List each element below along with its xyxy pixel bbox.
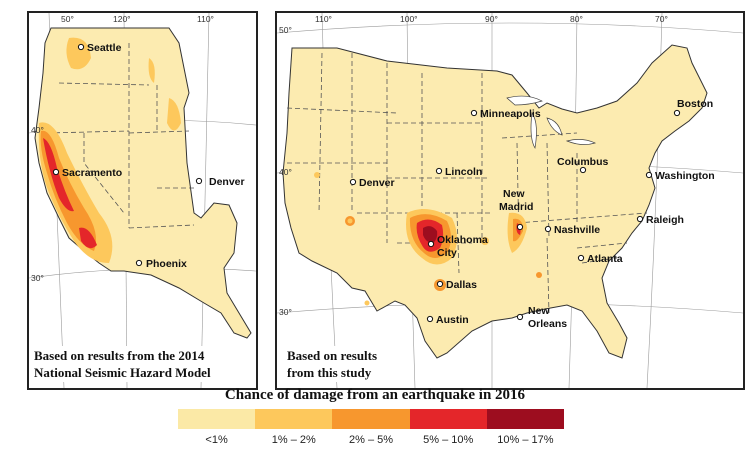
city-label-oklahoma-city: City [437,247,457,259]
lat-label-left-1: 40° [31,125,44,135]
city-marker-dallas [436,280,444,288]
city-label-nashville: Nashville [554,224,600,236]
lon-label-left-2: 120° [113,14,131,24]
city-marker-columbus [579,166,587,174]
lon-label-right-3: 90° [485,14,498,24]
legend-title: Chance of damage from an earthquake in 2… [224,387,526,403]
right-caption-line2: from this study [287,365,372,380]
legend-swatch-4 [409,409,487,429]
legend-swatch-2 [255,409,333,429]
city-marker-sacramento [52,168,60,176]
legend-color-bar [178,409,565,429]
city-marker-new-orleans [516,313,524,321]
left-caption-line2: National Seismic Hazard Model [34,365,211,380]
city-marker-denver-left [195,177,203,185]
lon-label-right-5: 70° [655,14,668,24]
left-caption-line1: Based on results from the 2014 [34,348,205,363]
left-map-caption: Based on results from the 2014 National … [32,346,213,382]
legend-label-4: 5% – 10% [423,434,474,446]
city-label-sacramento: Sacramento [62,167,122,179]
right-land [282,44,708,359]
city-label-washington: Washington [655,170,715,182]
right-map-caption: Based on results from this study [285,346,380,382]
right-map-svg: Minneapolis Boston Lincoln Columbus Denv… [277,13,743,388]
right-map-panel: Minneapolis Boston Lincoln Columbus Denv… [275,11,745,390]
city-marker-austin [426,315,434,323]
lat-label-right-2: 40° [279,167,292,177]
city-label-oklahoma: Oklahoma [437,234,488,246]
city-label-minneapolis: Minneapolis [480,108,541,120]
legend-swatch-3 [332,409,410,429]
legend-label-3: 2% – 5% [348,434,394,446]
lon-label-left-3: 110° [197,14,214,24]
left-state-borders [46,43,195,229]
lat-label-right-1: 50° [279,25,292,35]
city-marker-lincoln [435,167,443,175]
city-marker-minneapolis [470,109,478,117]
legend-labels: <1% 1% – 2% 2% – 5% 5% – 10% 10% – 17% [178,434,564,450]
right-caption-line1: Based on results [287,348,378,363]
left-land [34,27,252,339]
city-marker-oklahoma-city [427,240,435,248]
city-label-new-orleans-1: New [528,305,550,317]
left-map-panel: Seattle Sacramento Denver Phoenix 50° 12… [27,11,258,390]
city-label-dallas: Dallas [446,279,477,291]
right-city-markers [349,109,681,323]
left-map-svg: Seattle Sacramento Denver Phoenix 50° 12… [29,13,256,388]
right-hazard-zones [314,172,542,306]
city-marker-seattle [77,43,85,51]
city-label-columbus: Columbus [557,156,608,168]
right-state-borders [286,52,648,314]
legend-swatch-1 [178,409,256,429]
city-label-phoenix: Phoenix [146,258,187,270]
lon-label-left-1: 50° [61,14,74,24]
city-marker-phoenix [135,259,143,267]
lon-label-right-2: 100° [400,14,418,24]
city-marker-raleigh [636,215,644,223]
city-marker-nashville [544,225,552,233]
great-lakes [506,95,596,150]
city-marker-denver-right [349,178,357,186]
city-label-new-orleans-2: Orleans [528,318,567,330]
lon-label-right-1: 110° [315,14,332,24]
city-label-boston: Boston [677,98,713,110]
lat-label-right-3: 30° [279,307,292,317]
city-label-atlanta: Atlanta [587,253,623,265]
lat-label-left-2: 30° [31,273,44,283]
city-marker-new-madrid [516,223,524,231]
city-marker-washington [645,171,653,179]
city-label-new-madrid-2: Madrid [499,201,533,213]
city-label-lincoln: Lincoln [445,166,482,178]
legend-label-5: 10% – 17% [497,434,554,446]
legend-label-1: <1% [205,434,228,446]
city-label-new-madrid-1: New [503,188,525,200]
legend-label-2: 1% – 2% [271,434,316,446]
city-label-raleigh: Raleigh [646,214,684,226]
city-label-austin: Austin [436,314,469,326]
city-label-denver-right: Denver [359,177,395,189]
city-marker-boston [673,109,681,117]
city-label-seattle: Seattle [87,42,122,54]
city-label-denver-left: Denver [209,176,245,188]
left-hazard-zones [38,37,181,263]
lon-label-right-4: 80° [570,14,583,24]
left-city-markers [52,43,203,267]
legend-swatch-5 [486,409,565,429]
city-marker-atlanta [577,254,585,262]
